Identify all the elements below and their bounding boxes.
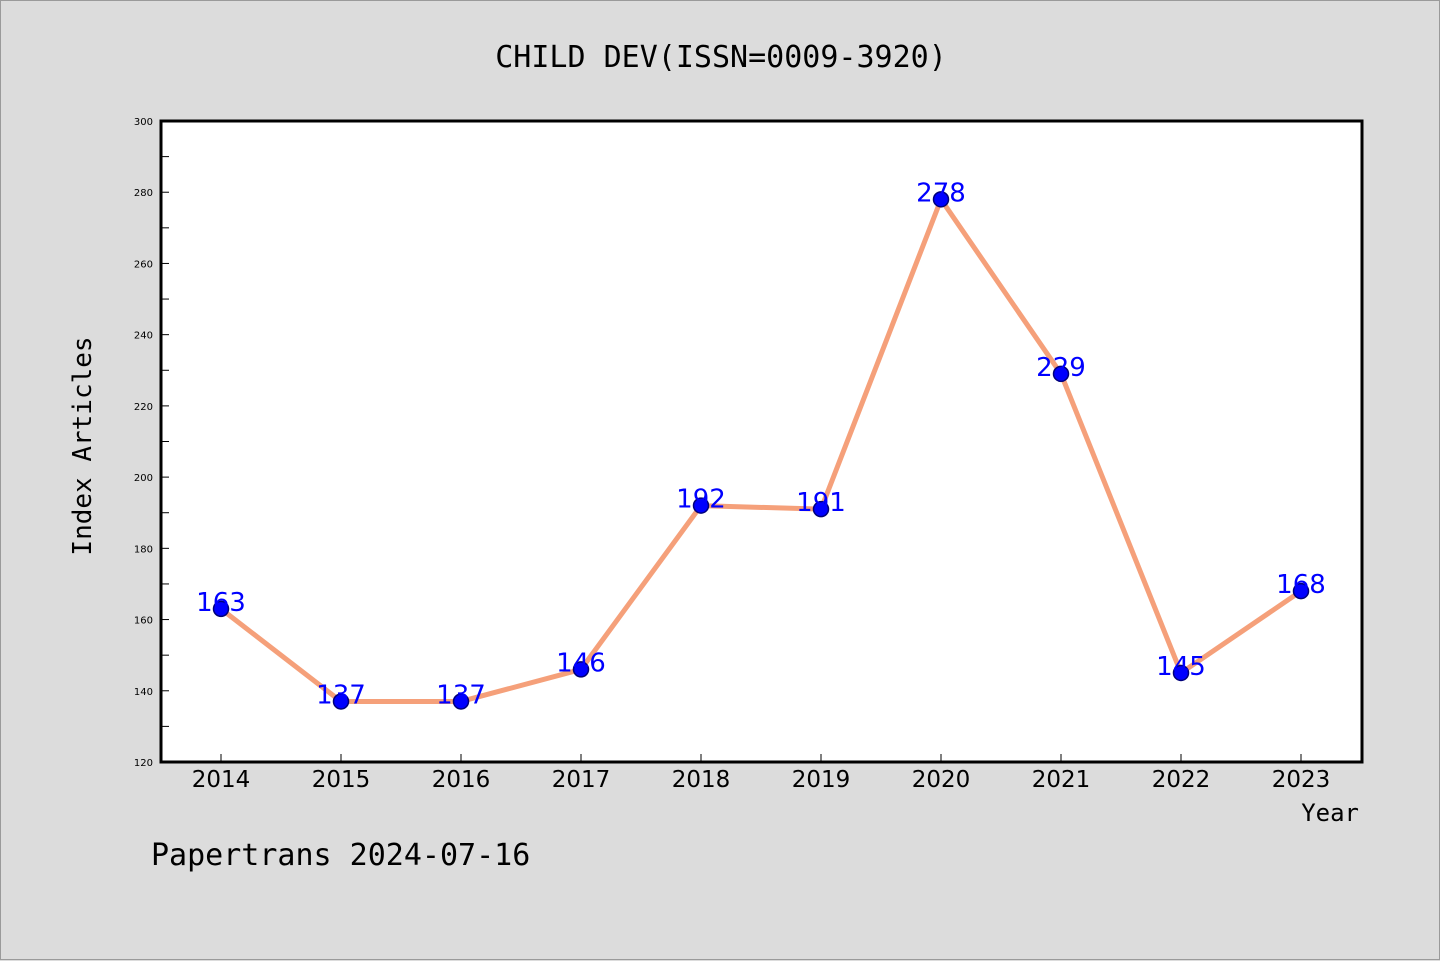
y-tick-label: 180: [134, 544, 153, 555]
data-point-2015: [332, 693, 350, 710]
x-tick-label: 2023: [1272, 767, 1331, 793]
data-label-2021: 229: [1036, 353, 1086, 383]
data-point-2019: [812, 500, 830, 518]
series-layer: 163 137 137 146 192 191 278 229 145 168: [196, 178, 1326, 710]
chart-title: CHILD DEV(ISSN=0009-3920): [495, 40, 947, 75]
x-axis-label: Year: [1301, 799, 1359, 827]
y-tick-label: 280: [134, 188, 153, 199]
x-tick-label: 2014: [192, 767, 251, 793]
data-label-2020: 278: [916, 178, 966, 208]
data-label-2015: 137: [316, 680, 366, 710]
x-tick-label: 2017: [552, 767, 611, 793]
x-tick-label: 2022: [1152, 767, 1211, 793]
data-label-2017: 146: [556, 648, 606, 678]
data-point-2023: [1292, 582, 1310, 600]
data-point-2021: [1052, 365, 1070, 383]
data-label-2018: 192: [676, 485, 726, 515]
plot-area: [161, 121, 1362, 762]
data-label-2016: 137: [436, 680, 486, 710]
data-point-2018: [692, 497, 710, 514]
data-label-2014: 163: [196, 588, 246, 618]
y-axis-label: Index Articles: [68, 336, 98, 555]
data-point-2020: [932, 191, 950, 208]
y-tick-label: 200: [134, 473, 153, 484]
footer-text: Papertrans 2024-07-16: [151, 838, 530, 873]
plot-border: [159, 119, 1364, 764]
data-label-2022: 145: [1156, 652, 1206, 682]
x-tick-label: 2019: [792, 767, 851, 793]
data-point-2017: [572, 661, 590, 678]
x-tick-label: 2016: [432, 767, 491, 793]
y-tick-label: 300: [134, 117, 153, 128]
x-tick-label: 2015: [312, 767, 371, 793]
y-tick-label: 160: [134, 616, 153, 627]
y-tick-label: 220: [134, 402, 153, 413]
data-point-2014: [212, 600, 230, 618]
data-point-2022: [1172, 664, 1190, 682]
x-axis: 2014 2015 2016 2017 2018 2019 2020 2021 2022 2023: [192, 754, 1331, 793]
x-tick-label: 2021: [1032, 767, 1091, 793]
data-label-2019: 191: [796, 488, 846, 518]
series-line: [219, 196, 1303, 704]
y-tick-label: 140: [134, 687, 153, 698]
y-tick-label: 240: [134, 331, 153, 342]
y-tick-label: 120: [134, 758, 153, 769]
x-tick-label: 2020: [912, 767, 971, 793]
data-point-2016: [452, 693, 470, 710]
x-tick-label: 2018: [672, 767, 731, 793]
data-label-2023: 168: [1276, 570, 1326, 600]
y-tick-label: 260: [134, 259, 153, 270]
